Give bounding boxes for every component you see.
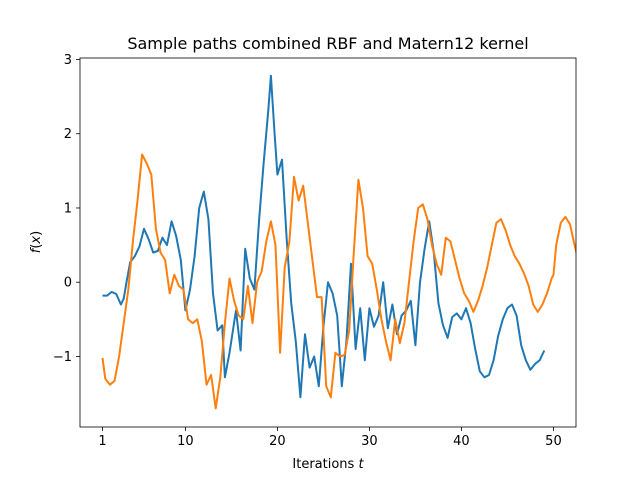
y-axis-label-open: ( (29, 244, 44, 249)
x-axis-label-var: t (358, 457, 364, 472)
x-tick-label: 20 (269, 434, 286, 449)
x-tick-label: 1 (98, 434, 106, 449)
x-axis-label: Iterations t (292, 457, 364, 472)
chart-title: Sample paths combined RBF and Matern12 k… (127, 34, 528, 53)
x-tick-label: 40 (453, 434, 470, 449)
y-axis-label: f(x) (29, 231, 44, 253)
y-axis-label-close: ) (29, 231, 44, 236)
series-line-1 (102, 74, 546, 399)
series-line-2 (101, 153, 576, 410)
y-tick-label: −1 (53, 350, 72, 365)
x-axis-label-text: Iterations (292, 457, 358, 472)
y-axis: −1 0 1 2 3 (53, 53, 80, 365)
plot-frame (79, 57, 577, 428)
y-tick-label: 0 (64, 276, 72, 291)
y-tick-label: 3 (64, 53, 72, 68)
x-axis: 1 10 20 30 40 50 (98, 427, 562, 449)
x-tick-label: 50 (545, 434, 562, 449)
y-axis-label-x: x (29, 236, 44, 245)
y-tick-label: 1 (64, 201, 72, 216)
y-tick-label: 2 (64, 127, 72, 142)
x-tick-label: 30 (361, 434, 378, 449)
series-layer (101, 74, 576, 410)
x-tick-label: 10 (177, 434, 194, 449)
y-axis-label-f: f (29, 246, 44, 253)
plot-area (79, 57, 577, 428)
